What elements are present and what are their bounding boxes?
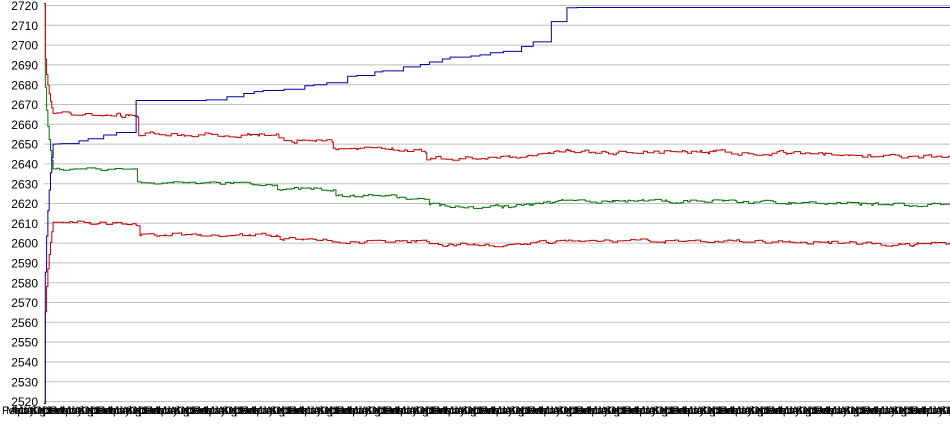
svg-text:2560: 2560 bbox=[11, 316, 38, 330]
svg-text:2650: 2650 bbox=[11, 138, 38, 152]
svg-text:2610: 2610 bbox=[11, 217, 38, 231]
svg-text:2530: 2530 bbox=[11, 375, 38, 389]
svg-text:2720: 2720 bbox=[11, 0, 38, 13]
svg-text:2660: 2660 bbox=[11, 118, 38, 132]
svg-text:2710: 2710 bbox=[11, 19, 38, 33]
svg-text:2600: 2600 bbox=[11, 237, 38, 251]
svg-text:2620: 2620 bbox=[11, 197, 38, 211]
svg-text:2640: 2640 bbox=[11, 158, 38, 172]
svg-text:2680: 2680 bbox=[11, 78, 38, 92]
svg-text:2580: 2580 bbox=[11, 276, 38, 290]
svg-text:2690: 2690 bbox=[11, 59, 38, 73]
svg-text:2540: 2540 bbox=[11, 356, 38, 370]
svg-text:2700: 2700 bbox=[11, 39, 38, 53]
svg-text:2630: 2630 bbox=[11, 177, 38, 191]
svg-text:2570: 2570 bbox=[11, 296, 38, 310]
svg-text:2590: 2590 bbox=[11, 257, 38, 271]
svg-text:2550: 2550 bbox=[11, 336, 38, 350]
svg-text:2670: 2670 bbox=[11, 98, 38, 112]
